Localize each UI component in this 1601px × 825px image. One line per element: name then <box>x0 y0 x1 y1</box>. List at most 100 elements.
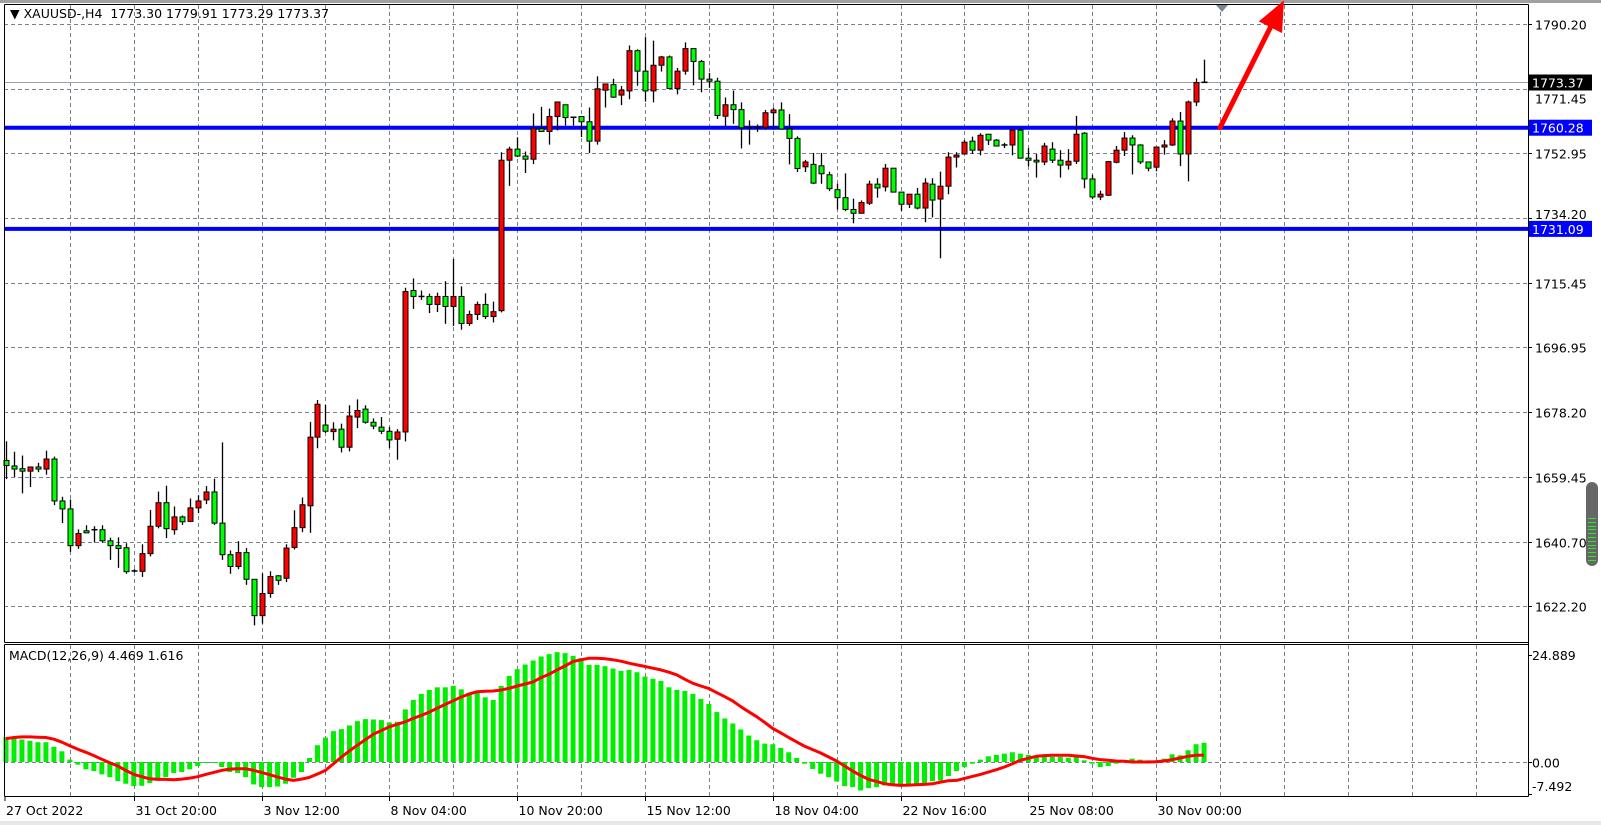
macd-histogram-bar <box>299 762 305 773</box>
candle-bearish <box>11 465 18 470</box>
time-label: 27 Oct 2022 <box>6 803 83 818</box>
grip-line <box>1588 525 1596 527</box>
candle-bullish <box>283 547 290 579</box>
candle-bullish <box>594 88 601 142</box>
level-price-badge <box>1529 220 1592 237</box>
macd-histogram-bar <box>945 762 951 777</box>
macd-histogram-bar <box>922 762 928 784</box>
level-price-badge <box>1529 119 1592 136</box>
chart-title[interactable]: ▼ XAUUSD-,H4 1773.30 1779.91 1773.29 177… <box>10 6 329 21</box>
price-tick-label: 1734.20 <box>1535 207 1587 222</box>
candle-bearish <box>985 133 992 141</box>
macd-histogram-bar <box>953 762 959 772</box>
macd-histogram-bar <box>498 685 504 762</box>
candle-bearish <box>338 428 345 448</box>
candle-bearish <box>538 128 545 132</box>
arrow-head-icon[interactable] <box>1258 0 1284 34</box>
candle-bearish <box>1081 132 1088 180</box>
candle-bearish <box>67 508 74 547</box>
candle-bullish <box>155 502 162 527</box>
candle-bullish <box>299 504 306 529</box>
macd-histogram-bar <box>314 745 320 762</box>
arrow-shaft[interactable] <box>1217 24 1273 131</box>
macd-histogram-bar <box>794 758 800 762</box>
candle-bullish <box>770 109 777 114</box>
candle-bullish <box>922 182 929 209</box>
vertical-scroll-thumb[interactable] <box>1586 482 1598 566</box>
macd-histogram-bar <box>1001 753 1007 762</box>
price-axis[interactable]: 1790.20 1771.45 1752.95 1734.20 1715.45 1696.… <box>1528 18 1592 795</box>
macd-histogram-bar <box>929 762 935 782</box>
macd-histogram-bar <box>171 762 177 774</box>
candle-bullish <box>1121 137 1128 151</box>
candle-bearish <box>578 116 585 123</box>
candle-bearish <box>51 458 58 502</box>
macd-histogram-bar <box>1089 762 1095 764</box>
macd-histogram-bar <box>586 664 592 762</box>
macd-histogram-bar <box>259 762 265 788</box>
symbol-label: XAUUSD-,H4 <box>23 6 103 21</box>
candle-bearish <box>514 148 521 157</box>
candle-bullish <box>530 128 537 160</box>
macd-histogram-bar <box>850 762 856 788</box>
candle-bullish <box>498 159 505 312</box>
candle-bullish <box>139 553 146 572</box>
candle-bearish <box>59 500 66 510</box>
candle-bearish <box>275 575 282 581</box>
macd-histogram-bar <box>227 762 233 773</box>
candle-bearish <box>714 80 721 117</box>
macd-histogram-bar <box>690 693 696 762</box>
candle-bearish <box>410 290 417 297</box>
candle-bearish <box>227 554 234 567</box>
grip-line <box>1588 544 1596 546</box>
triangle-down-icon[interactable]: ▼ <box>10 6 24 21</box>
candle-bearish <box>219 522 226 556</box>
candle-bullish <box>602 83 609 91</box>
candle-bullish <box>906 193 913 205</box>
grip-line <box>1588 552 1596 554</box>
macd-histogram-bar <box>762 743 768 762</box>
macd-histogram-bar <box>466 692 472 762</box>
candle-bearish <box>834 189 841 199</box>
macd-histogram-bar <box>985 756 991 762</box>
window-bottom-frame <box>0 821 1601 825</box>
macd-histogram-bar <box>19 739 25 762</box>
macd-histogram-bar <box>682 691 688 762</box>
macd-histogram-bar <box>770 744 776 762</box>
candle-bullish <box>1041 145 1048 163</box>
macd-histogram-bar <box>450 685 456 762</box>
candle-bullish <box>402 291 409 433</box>
time-label: 10 Nov 20:00 <box>519 803 603 818</box>
candle-bearish <box>1033 159 1040 163</box>
ohlc-readout: 1773.30 1779.91 1773.29 1773.37 <box>110 6 330 21</box>
macd-histogram-bar <box>562 653 568 762</box>
time-axis[interactable]: 27 Oct 2022 31 Oct 20:00 3 Nov 12:00 8 Nov … <box>4 796 1242 818</box>
macd-histogram-bar <box>51 746 57 762</box>
macd-histogram-bar <box>977 759 983 762</box>
macd-histogram-bar <box>386 722 392 762</box>
candle-bullish <box>682 48 689 72</box>
macd-histogram-bar <box>3 736 9 762</box>
macd-histogram-bar <box>219 762 225 768</box>
candle-bullish <box>650 64 657 92</box>
macd-signal-line <box>5 656 1205 787</box>
macd-histogram-bar <box>107 762 113 778</box>
time-label: 30 Nov 00:00 <box>1158 803 1242 818</box>
candle-bullish <box>945 156 952 187</box>
macd-indicator <box>3 652 1207 791</box>
candle-bullish <box>1153 146 1160 168</box>
annotation-arrow[interactable] <box>1217 0 1284 131</box>
macd-histogram-bar <box>578 658 584 762</box>
macd-histogram-bar <box>522 664 528 762</box>
macd-histogram-bar <box>538 656 544 762</box>
macd-histogram-bar <box>283 762 289 784</box>
current-price-label: 1773.37 <box>1532 76 1584 91</box>
macd-histogram-bar <box>370 719 376 762</box>
macd-histogram-bar <box>842 762 848 787</box>
macd-histogram-bar <box>754 740 760 762</box>
candle-bearish <box>1129 137 1136 146</box>
shift-marker-icon[interactable] <box>1216 5 1228 12</box>
time-label: 31 Oct 20:00 <box>136 803 218 818</box>
macd-histogram-bar <box>11 738 17 762</box>
macd-histogram-bar <box>1113 762 1119 764</box>
